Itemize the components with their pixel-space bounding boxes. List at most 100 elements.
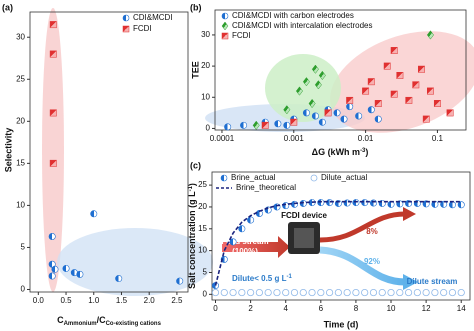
point xyxy=(426,30,434,40)
point xyxy=(48,233,56,241)
point xyxy=(396,72,404,79)
point xyxy=(334,288,342,297)
region xyxy=(57,228,213,296)
point xyxy=(427,87,434,95)
point xyxy=(282,288,290,297)
x-tick-label: 6 xyxy=(319,304,324,313)
point xyxy=(367,106,375,114)
point xyxy=(374,100,382,107)
point xyxy=(413,288,421,297)
y-tick-label: 25 xyxy=(198,180,207,189)
point xyxy=(90,210,98,218)
point xyxy=(325,288,334,297)
point xyxy=(324,109,332,117)
point xyxy=(240,121,248,129)
point xyxy=(229,238,237,246)
point xyxy=(295,86,303,96)
point xyxy=(422,288,430,297)
annotation: Dilute< 0.5 g L-1 xyxy=(232,274,292,284)
point xyxy=(404,288,413,297)
point xyxy=(367,78,375,86)
point xyxy=(176,277,184,285)
legend-marker xyxy=(122,25,130,33)
point xyxy=(355,112,363,120)
point xyxy=(362,87,370,95)
y-tick-label: 25 xyxy=(16,74,25,83)
plot-frame xyxy=(214,9,467,131)
point xyxy=(49,50,57,58)
y-tick-label: 30 xyxy=(201,30,210,39)
legend-marker xyxy=(122,14,130,22)
point xyxy=(283,121,291,129)
point xyxy=(299,288,307,297)
x-tick-label: 4 xyxy=(283,304,288,313)
legend-label: FCDI xyxy=(232,31,251,40)
point xyxy=(405,96,413,104)
point xyxy=(290,118,298,126)
x-tick-label: 10 xyxy=(387,304,396,313)
point xyxy=(431,288,439,297)
annotation: FCDI device xyxy=(281,211,327,220)
region xyxy=(330,31,474,133)
x-tick-label: 14 xyxy=(457,304,466,313)
point xyxy=(302,77,310,87)
x-tick-label: 8 xyxy=(354,304,359,313)
x-tick-label: 0.01 xyxy=(358,134,374,143)
point xyxy=(238,225,246,233)
y-tick-label: 0 xyxy=(21,285,26,294)
point xyxy=(238,288,246,297)
x-tick-label: 2 xyxy=(248,304,253,313)
point xyxy=(446,109,454,117)
x-axis-label: ΔG (kWh m-3) xyxy=(312,147,369,157)
point xyxy=(378,288,386,297)
point xyxy=(326,199,334,207)
point xyxy=(361,288,369,297)
point xyxy=(318,118,326,126)
x-tick-label: 1.0 xyxy=(88,296,100,305)
point xyxy=(387,288,395,297)
point xyxy=(261,121,269,129)
x-tick-label: 0.001 xyxy=(284,134,305,143)
point xyxy=(229,288,237,297)
annotation: Dilute stream xyxy=(407,277,458,286)
point xyxy=(220,288,228,297)
point xyxy=(274,120,282,128)
legend-label: Dilute_actual xyxy=(321,173,367,182)
dilute-arrow xyxy=(403,274,418,290)
region xyxy=(265,54,341,122)
legend-label: CDI&MCDI with intercalation electrodes xyxy=(232,21,373,30)
point xyxy=(252,120,260,130)
point xyxy=(440,288,448,297)
x-tick-label: 0.1 xyxy=(432,134,444,143)
point xyxy=(49,159,57,167)
point xyxy=(211,288,220,297)
point xyxy=(224,123,232,131)
point xyxy=(308,288,316,297)
y-tick-label: 0 xyxy=(203,289,208,298)
legend-marker xyxy=(220,174,228,182)
point xyxy=(247,216,255,224)
point xyxy=(457,201,465,209)
point xyxy=(283,105,291,115)
point xyxy=(448,201,456,209)
y-tick-label: 5 xyxy=(21,243,26,252)
point xyxy=(311,64,319,74)
point xyxy=(314,80,322,90)
point xyxy=(273,288,281,297)
point xyxy=(346,103,354,111)
point xyxy=(343,199,351,207)
y-tick-label: 10 xyxy=(201,92,210,101)
y-tick-label: 20 xyxy=(16,116,25,125)
device-photo xyxy=(294,228,314,248)
region xyxy=(42,8,64,292)
brine-arrow xyxy=(319,211,406,243)
y-tick-label: 20 xyxy=(201,61,210,70)
point xyxy=(62,264,70,272)
legend-label: CDI&MCDI xyxy=(133,13,173,22)
y-axis-label: Selectivity xyxy=(3,128,13,173)
plot-frame xyxy=(29,11,189,293)
legend-label: CDI&MCDI with carbon electrodes xyxy=(232,11,354,20)
x-tick-label: 2.0 xyxy=(144,296,156,305)
y-tick-label: 30 xyxy=(16,32,25,41)
